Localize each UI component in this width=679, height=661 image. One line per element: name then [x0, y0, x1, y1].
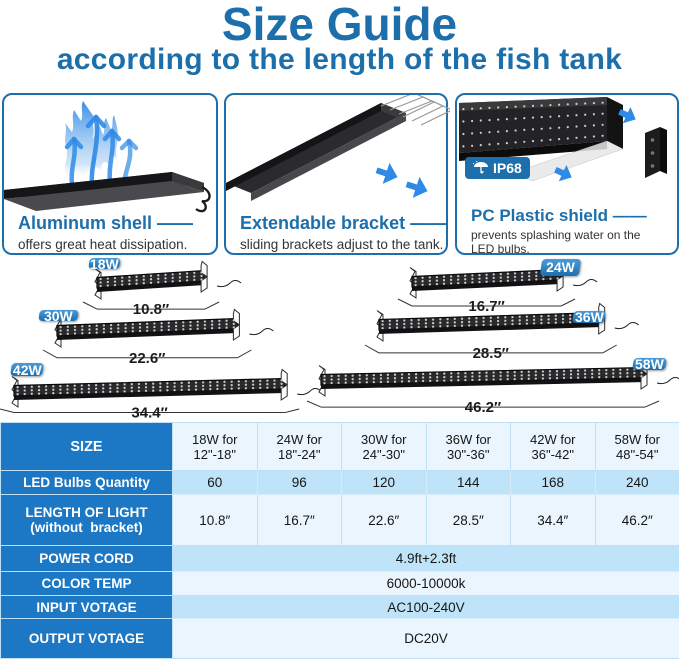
svg-text:46.2″: 46.2″ — [465, 399, 501, 416]
svg-text:34.4″: 34.4″ — [132, 404, 168, 421]
